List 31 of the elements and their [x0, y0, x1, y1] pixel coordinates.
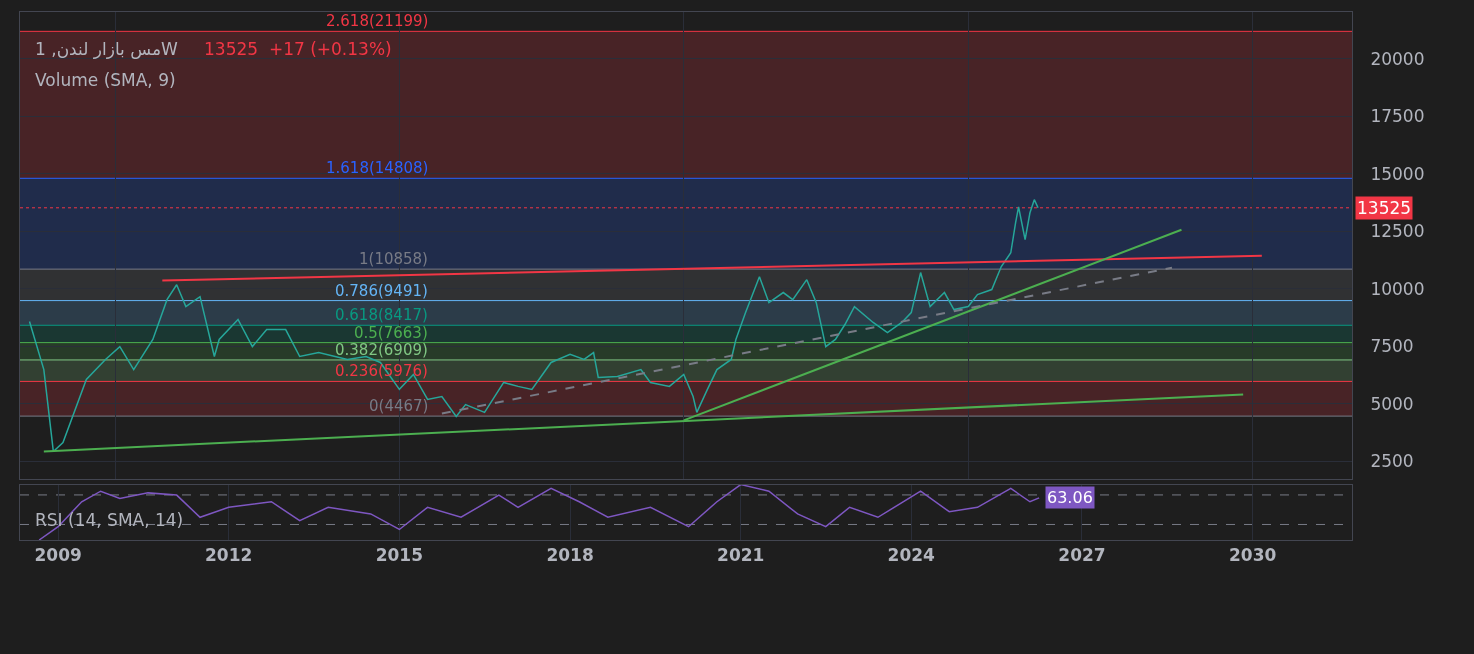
y-tick-label: 2500: [1370, 451, 1414, 472]
x-tick-label: 2009: [34, 545, 82, 566]
annotation: 63.06: [1047, 488, 1093, 507]
ref-line-label: 2.618(21199): [326, 12, 429, 30]
ref-line-label: 0.382(6909): [335, 341, 428, 359]
text: RSI (14, SMA, 14): [35, 510, 184, 530]
x-tick-label: 2021: [717, 545, 765, 566]
x-tick-label: 2027: [1058, 545, 1106, 566]
ref-line-label: 0.5(7663): [354, 324, 428, 342]
y-tick-label: 5000: [1370, 393, 1414, 414]
ref-line-label: 0.618(8417): [335, 306, 428, 324]
y-tick-label: 10000: [1370, 278, 1425, 299]
y-tick-label: 12500: [1370, 221, 1425, 242]
ref-line-label: 0(4467): [369, 397, 429, 415]
ref-line-label: 1.618(14808): [326, 159, 429, 177]
ref-line-label: 0.236(5976): [335, 362, 428, 380]
x-tick-label: 2012: [205, 545, 253, 566]
y-tick-label: 17500: [1370, 106, 1425, 127]
x-tick-label: 2030: [1228, 545, 1277, 566]
y-tick-label: 15000: [1370, 163, 1425, 184]
annotation: Volume (SMA, 9): [35, 70, 176, 90]
x-tick-label: 2024: [887, 545, 936, 566]
x-tick-label: 2015: [375, 545, 424, 566]
x-tick-label: 2018: [546, 545, 594, 566]
ref-line-label: 1(10858): [359, 250, 428, 268]
ref-line-label: 13525: [1357, 198, 1412, 218]
y-tick-label: 20000: [1370, 48, 1425, 69]
text: مس بازار لندن, 1W: [35, 39, 178, 59]
ref-line-label: 0.786(9491): [335, 282, 428, 300]
text: 13525 +17 (+0.13%): [204, 39, 392, 59]
y-tick-label: 7500: [1370, 336, 1414, 357]
